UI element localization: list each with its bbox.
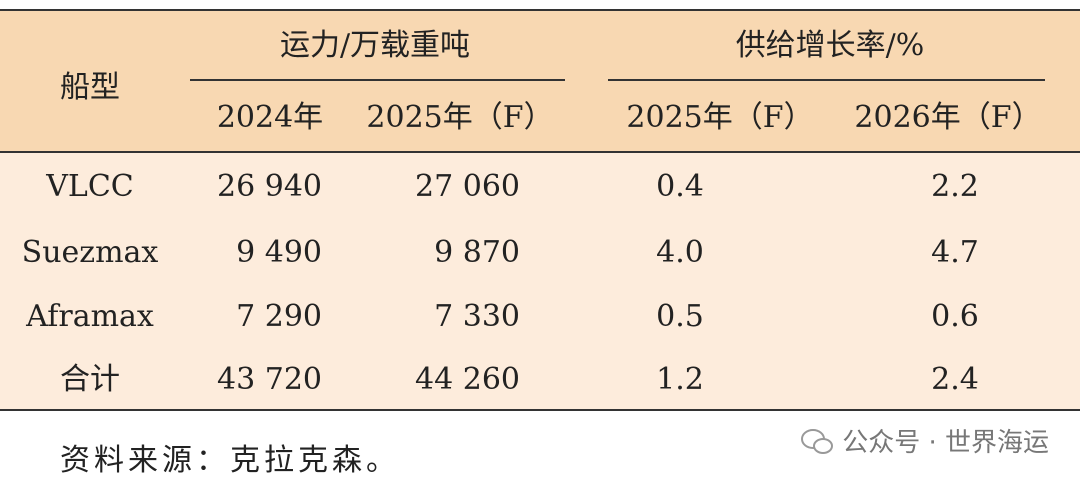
cell: 0.4 — [656, 169, 704, 204]
source-note: 资料来源：克拉克森。 — [60, 443, 400, 478]
cell: 0.5 — [656, 299, 704, 334]
body-background — [0, 152, 1080, 410]
bottom-rule — [0, 409, 1080, 411]
row-label: VLCC — [46, 169, 134, 204]
cell: 2.4 — [931, 362, 979, 397]
wechat-icon — [801, 429, 833, 454]
group-header: 运力/万载重吨 — [279, 28, 471, 63]
row-label: 合计 — [60, 362, 120, 397]
cell: 7 330 — [434, 299, 520, 334]
subheader: 2024年 — [216, 100, 324, 135]
cell: 9 490 — [236, 235, 322, 270]
cell: 0.6 — [931, 299, 979, 334]
cell: 9 870 — [434, 235, 520, 270]
group-rule — [190, 79, 565, 81]
header-background — [0, 10, 1080, 152]
row-label: Aframax — [26, 299, 154, 334]
cell: 2.2 — [931, 169, 979, 204]
top-rule — [0, 9, 1080, 11]
cell: 7 290 — [236, 299, 322, 334]
cell: 1.2 — [656, 362, 704, 397]
cell: 4.0 — [656, 235, 704, 270]
column-header: 船型 — [60, 70, 120, 105]
subheader: 2025年（F） — [366, 100, 554, 135]
row-label: Suezmax — [21, 235, 159, 270]
subheader: 2026年（F） — [854, 100, 1042, 135]
cell: 26 940 — [217, 169, 322, 204]
cell: 43 720 — [217, 362, 322, 397]
cell: 44 260 — [415, 362, 520, 397]
watermark-text: 公众号 · 世界海运 — [842, 428, 1050, 458]
cell: 27 060 — [415, 169, 520, 204]
cell: 4.7 — [931, 235, 979, 270]
subheader: 2025年（F） — [626, 100, 814, 135]
group-header: 供给增长率/% — [735, 28, 925, 63]
header-rule — [0, 151, 1080, 153]
watermark: 公众号 · 世界海运 — [800, 422, 1049, 459]
group-rule — [608, 79, 1045, 81]
